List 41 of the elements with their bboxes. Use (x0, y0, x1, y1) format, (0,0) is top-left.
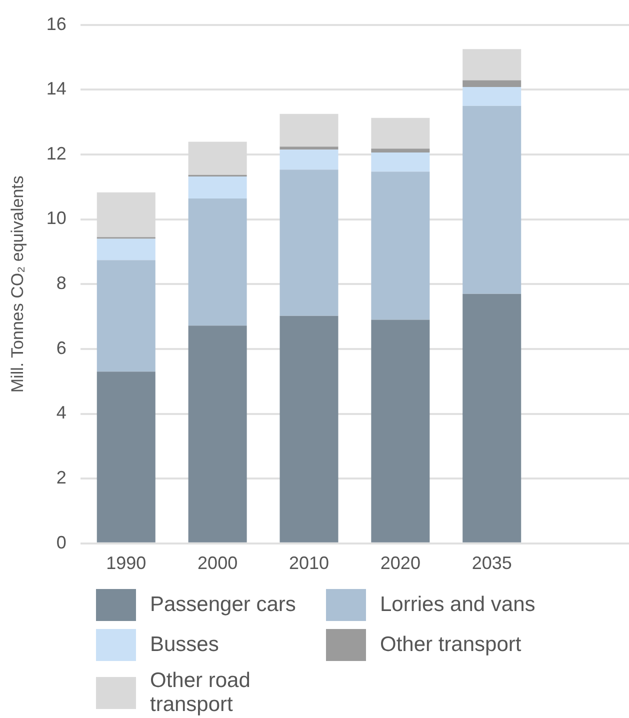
bar (371, 172, 430, 320)
y-tick-label: 14 (46, 78, 66, 99)
bar (188, 326, 247, 542)
bar (280, 316, 338, 542)
bar (96, 238, 156, 260)
x-tick-label: 2010 (288, 553, 330, 574)
bar (371, 152, 430, 172)
bar (462, 106, 522, 294)
legend-label: Lorries and vans (380, 593, 536, 617)
bar (371, 320, 430, 542)
bar (462, 87, 522, 106)
bar (371, 148, 430, 153)
x-tick-label: 1990 (106, 553, 146, 574)
legend-label: Busses (150, 633, 219, 657)
legend-label: Other transport (380, 633, 522, 657)
x-tick-label: 2020 (380, 553, 420, 574)
bar (280, 146, 338, 150)
legend-label: Other road transport (150, 669, 252, 717)
bar (188, 176, 247, 199)
bar (280, 114, 338, 147)
y-tick-label: 16 (46, 14, 66, 34)
y-tick-label: 6 (56, 338, 66, 358)
y-axis-title: Mill. Tonnes CO₂ equivalents (8, 176, 27, 393)
bar (462, 80, 522, 88)
bar (188, 198, 247, 326)
bar (96, 372, 156, 542)
x-tick-label: 2000 (198, 553, 238, 574)
y-tick-label: 2 (56, 468, 66, 488)
y-tick-label: 4 (56, 402, 66, 423)
x-tick-label: 2035 (472, 553, 512, 574)
legend-label: Passenger cars (150, 593, 296, 617)
y-tick-label: 12 (46, 143, 66, 164)
bar (280, 150, 338, 170)
bar (462, 294, 522, 542)
bar (462, 49, 522, 80)
bar (96, 260, 156, 372)
y-tick-label: 8 (56, 273, 66, 294)
y-tick-label: 0 (56, 532, 66, 552)
bar (280, 170, 338, 316)
bar (371, 118, 430, 149)
y-tick-label: 10 (46, 208, 66, 228)
